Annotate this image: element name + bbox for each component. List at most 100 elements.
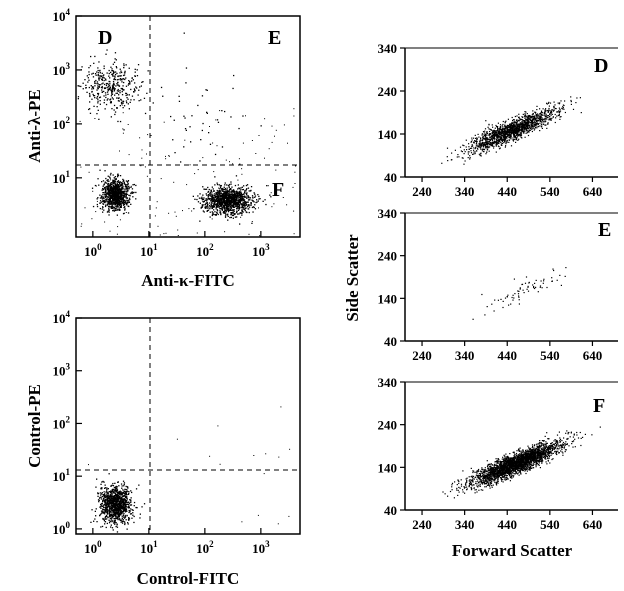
scatter-point xyxy=(545,108,547,110)
scatter-point xyxy=(211,196,213,199)
scatter-point xyxy=(114,78,116,81)
scatter-point xyxy=(110,172,112,175)
scatter-point xyxy=(105,509,107,512)
scatter-point xyxy=(140,165,142,167)
scatter-point xyxy=(122,128,124,130)
scatter-point xyxy=(103,494,105,496)
scatter-point xyxy=(215,208,217,210)
scatter-point xyxy=(116,79,118,81)
scatter-point xyxy=(97,492,99,494)
scatter-point xyxy=(538,120,540,122)
scatter-point xyxy=(147,134,149,136)
scatter-point xyxy=(241,173,243,175)
scatter-point xyxy=(199,160,201,162)
scatter-point xyxy=(136,87,138,89)
scatter-point xyxy=(116,526,119,528)
scatter-point xyxy=(475,145,477,147)
scatter-point xyxy=(237,192,239,194)
scatter-point xyxy=(540,118,542,120)
scatter-point xyxy=(110,190,113,192)
scatter-point xyxy=(112,511,114,513)
scatter-point xyxy=(216,211,218,213)
scatter-point xyxy=(112,520,114,522)
scatter-point xyxy=(140,85,142,87)
scatter-point xyxy=(109,77,111,79)
scatter-point xyxy=(116,182,118,184)
scatter-point xyxy=(213,205,215,207)
scatter-point xyxy=(184,139,186,141)
tick-label: 104 xyxy=(53,7,71,24)
scatter-point xyxy=(482,146,484,148)
scatter-point xyxy=(514,128,516,130)
scatter-point xyxy=(106,512,109,514)
scatter-point xyxy=(112,190,114,193)
scatter-point xyxy=(114,507,116,509)
scatter-point xyxy=(237,179,239,181)
scatter-point xyxy=(269,194,271,196)
scatter-point xyxy=(111,88,113,90)
scatter-point xyxy=(119,500,121,503)
scatter-point xyxy=(491,144,494,146)
scatter-point xyxy=(237,213,239,215)
scatter-point xyxy=(478,136,480,138)
scatter-point xyxy=(489,146,491,148)
scatter-point xyxy=(536,121,538,123)
scatter-point xyxy=(106,199,108,201)
scatter-point xyxy=(202,194,204,196)
scatter-point xyxy=(121,520,123,522)
scatter-point xyxy=(492,134,494,136)
scatter-point xyxy=(524,126,526,128)
scatter-point xyxy=(110,512,112,514)
scatter-point xyxy=(214,153,217,156)
scatter-point xyxy=(120,103,123,105)
scatter-point xyxy=(77,96,80,98)
scatter-point xyxy=(503,139,505,141)
scatter-point xyxy=(493,132,495,134)
scatter-point xyxy=(516,132,518,134)
scatter-point xyxy=(519,129,521,131)
scatter-point xyxy=(512,133,514,135)
scatter-point xyxy=(122,204,125,206)
scatter-point xyxy=(197,201,200,203)
scatter-point xyxy=(493,130,495,132)
scatter-point xyxy=(176,438,178,440)
scatter-point xyxy=(134,90,136,92)
scatter-point xyxy=(100,488,102,490)
scatter-point xyxy=(484,128,487,130)
scatter-point xyxy=(134,75,136,77)
scatter-point xyxy=(249,199,251,201)
scatter-point xyxy=(124,186,126,188)
scatter-point xyxy=(98,499,100,501)
scatter-point xyxy=(225,201,227,204)
scatter-point xyxy=(473,149,475,151)
scatter-point xyxy=(134,68,136,70)
scatter-point xyxy=(119,495,121,497)
scatter-point xyxy=(223,192,225,195)
scatter-point xyxy=(474,134,476,136)
scatter-point xyxy=(119,92,121,94)
scatter-point xyxy=(507,131,509,133)
scatter-point xyxy=(108,69,110,72)
scatter-point xyxy=(546,102,548,104)
scatter-point xyxy=(102,203,104,205)
scatter-point xyxy=(507,134,509,136)
scatter-point xyxy=(519,122,521,124)
scatter-point xyxy=(170,115,172,118)
scatter-point xyxy=(231,194,233,197)
scatter-point xyxy=(114,111,117,113)
scatter-point xyxy=(238,127,240,130)
scatter-point xyxy=(96,87,99,89)
scatter-point xyxy=(98,184,100,186)
scatter-point xyxy=(516,124,518,126)
scatter-point xyxy=(516,120,518,122)
scatter-point xyxy=(502,129,504,131)
scatter-point xyxy=(131,517,133,519)
scatter-point xyxy=(120,521,122,523)
scatter-point xyxy=(178,100,181,102)
scatter-point xyxy=(88,86,90,89)
scatter-point xyxy=(103,183,105,185)
scatter-point xyxy=(523,123,525,125)
scatter-point xyxy=(226,184,228,186)
scatter-point xyxy=(461,151,463,153)
scatter-point xyxy=(141,81,143,83)
